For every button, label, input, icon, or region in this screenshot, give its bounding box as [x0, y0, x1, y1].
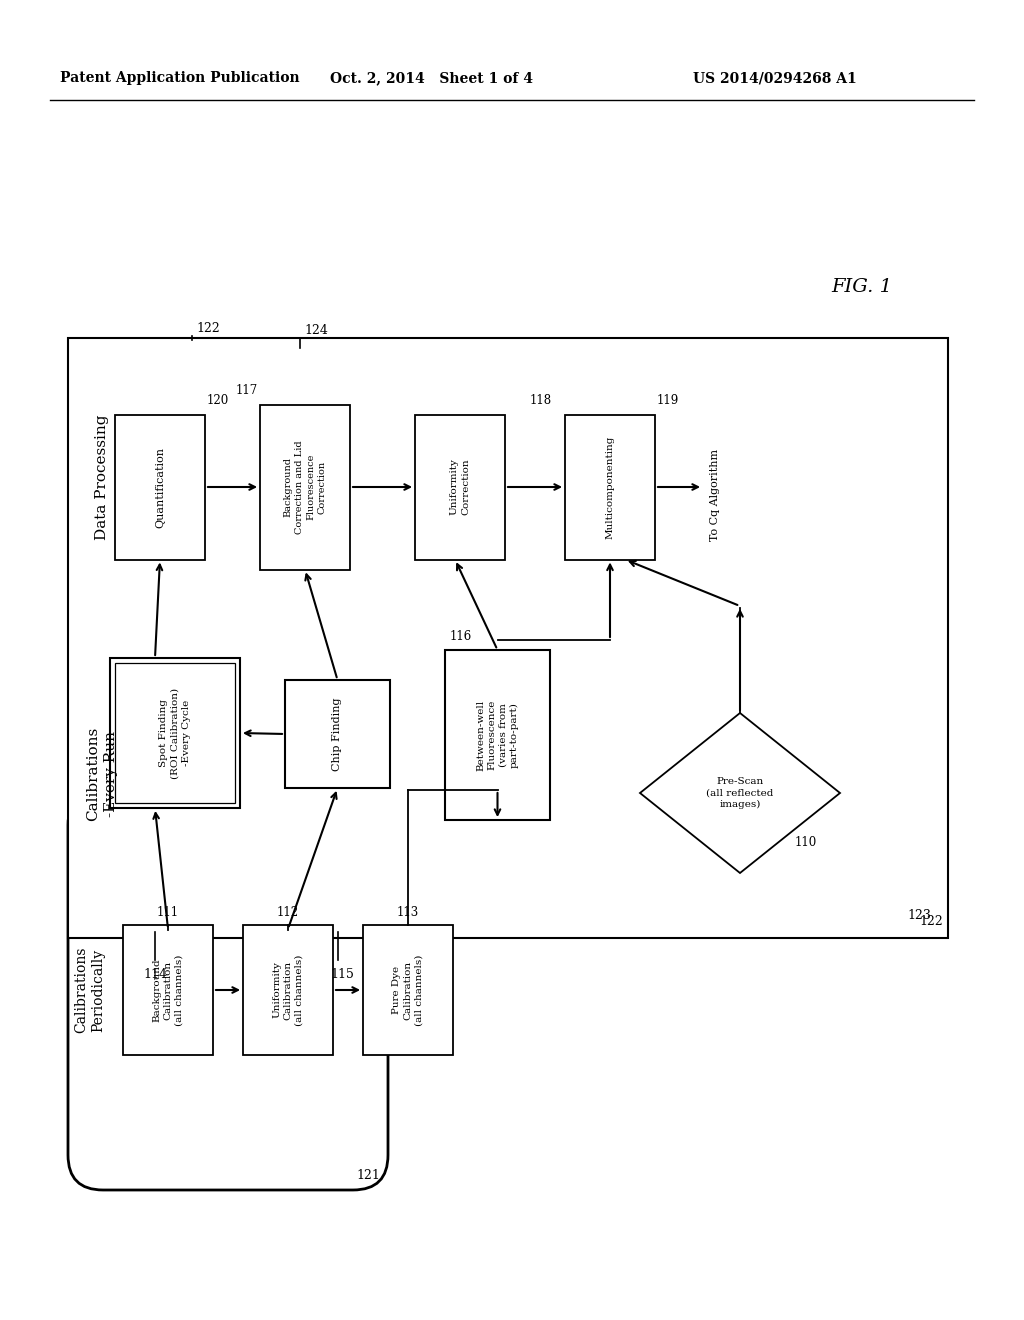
Text: 115: 115: [331, 969, 354, 982]
Text: 116: 116: [450, 630, 472, 643]
Text: 119: 119: [657, 393, 679, 407]
Text: FIG. 1: FIG. 1: [831, 279, 893, 296]
Text: 110: 110: [795, 837, 817, 850]
Text: 117: 117: [236, 384, 258, 397]
Text: Calibrations
-Every Run: Calibrations -Every Run: [86, 727, 118, 821]
Text: Uniformity
Calibration
(all channels): Uniformity Calibration (all channels): [272, 954, 303, 1026]
Text: Between-well
Fluorescence
(varies from
part-to-part): Between-well Fluorescence (varies from p…: [476, 700, 519, 771]
FancyBboxPatch shape: [68, 789, 388, 1191]
Text: Background
Correction and Lid
Fluorescence
Correction: Background Correction and Lid Fluorescen…: [284, 440, 327, 533]
Text: Pre-Scan
(all reflected
images): Pre-Scan (all reflected images): [707, 777, 774, 809]
Text: Patent Application Publication: Patent Application Publication: [60, 71, 300, 84]
Bar: [260, 404, 350, 569]
Text: To Cq Algorithm: To Cq Algorithm: [710, 449, 720, 541]
Text: Calibrations
Periodically: Calibrations Periodically: [75, 946, 105, 1034]
Text: 113: 113: [397, 906, 419, 919]
Bar: [565, 414, 655, 560]
Bar: [115, 663, 234, 803]
Bar: [123, 925, 213, 1055]
Text: 122: 122: [196, 322, 220, 334]
Bar: [110, 657, 240, 808]
Text: 112: 112: [276, 906, 299, 919]
Text: Chip Finding: Chip Finding: [333, 697, 342, 771]
Text: 111: 111: [157, 906, 179, 919]
Text: 124: 124: [304, 323, 328, 337]
Polygon shape: [640, 713, 840, 873]
Text: 114: 114: [143, 969, 167, 982]
Text: 121: 121: [356, 1170, 380, 1181]
Text: Multicomponenting: Multicomponenting: [605, 436, 614, 539]
Text: 118: 118: [530, 393, 552, 407]
Bar: [362, 925, 453, 1055]
Text: 123: 123: [907, 909, 931, 921]
Bar: [415, 414, 505, 560]
Text: US 2014/0294268 A1: US 2014/0294268 A1: [693, 71, 857, 84]
Bar: [285, 680, 390, 788]
FancyBboxPatch shape: [80, 348, 936, 606]
Text: Pure Dye
Calibration
(all channels): Pure Dye Calibration (all channels): [392, 954, 424, 1026]
Bar: [68, 338, 948, 939]
Text: Uniformity
Correction: Uniformity Correction: [450, 458, 470, 515]
Bar: [115, 414, 205, 560]
Text: Quantification: Quantification: [155, 446, 165, 528]
Text: Spot Finding
(ROI Calibration)
-Every Cycle: Spot Finding (ROI Calibration) -Every Cy…: [160, 688, 190, 779]
Text: Data Processing: Data Processing: [95, 414, 109, 540]
Bar: [445, 649, 550, 820]
Text: Background
Calibration
(all channels): Background Calibration (all channels): [153, 954, 183, 1026]
Text: 122: 122: [920, 915, 943, 928]
Text: 120: 120: [207, 393, 229, 407]
FancyBboxPatch shape: [80, 618, 936, 931]
Bar: [243, 925, 333, 1055]
Text: Oct. 2, 2014   Sheet 1 of 4: Oct. 2, 2014 Sheet 1 of 4: [331, 71, 534, 84]
